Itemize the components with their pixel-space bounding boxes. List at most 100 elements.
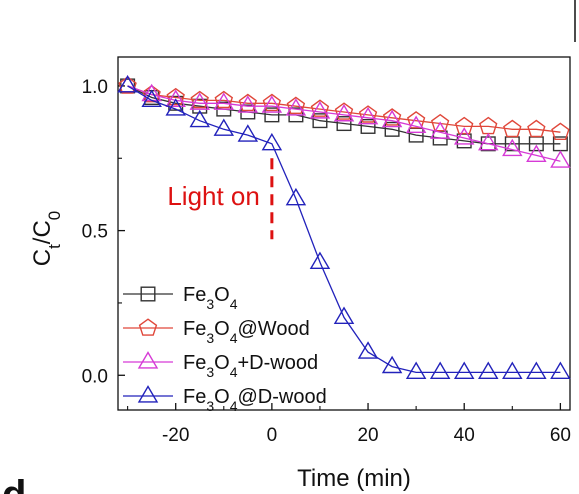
- data-point: [357, 341, 379, 359]
- data-point: [285, 187, 307, 206]
- data-point: [141, 89, 162, 107]
- data-point: [453, 361, 475, 379]
- data-point: [310, 99, 330, 117]
- series-line: [127, 85, 561, 162]
- data-point: [213, 118, 235, 136]
- legend-marker: [137, 351, 159, 369]
- legend-label-part: Fe: [183, 352, 206, 374]
- data-point: [360, 118, 376, 134]
- legend-marker: [138, 318, 158, 336]
- data-point: [142, 84, 161, 103]
- legend-label: Fe3O4+D-wood: [183, 352, 318, 380]
- data-point: [550, 150, 571, 168]
- y-axis-title-sub-t: t: [45, 244, 64, 249]
- y-tick-label: 0.5: [82, 222, 108, 243]
- data-point: [286, 96, 306, 115]
- legend-label-part: 3: [206, 398, 214, 414]
- data-point: [213, 92, 235, 110]
- y-tick-label: 1.0: [82, 77, 108, 98]
- data-point: [381, 355, 403, 374]
- legend-label-part: 4: [230, 398, 238, 414]
- data-point: [309, 101, 331, 119]
- data-point: [165, 89, 186, 107]
- x-tick-label: 20: [357, 425, 378, 446]
- legend-label: Fe3O4@D-wood: [183, 386, 327, 414]
- plot-frame: [117, 56, 571, 411]
- data-point: [264, 107, 280, 123]
- legend-label-part: 4: [230, 364, 238, 380]
- data-point: [429, 361, 451, 379]
- legend-label-part: Fe: [183, 284, 206, 306]
- data-point: [478, 132, 499, 151]
- data-point: [333, 306, 355, 324]
- series-1: [118, 76, 570, 141]
- legend-label-part: 3: [206, 330, 214, 346]
- data-point: [261, 95, 283, 113]
- data-point: [190, 90, 209, 109]
- data-point: [406, 111, 426, 129]
- data-point: [312, 113, 328, 129]
- y-axis-title: Ct/C0: [29, 211, 64, 267]
- data-point: [238, 93, 258, 112]
- legend-marker: [137, 385, 159, 403]
- data-point: [262, 93, 282, 112]
- data-point: [117, 75, 138, 93]
- series-3: [117, 75, 571, 379]
- tick-labels: -20 0 20 40 60 0.0 0.5 1.0: [82, 77, 571, 446]
- data-point: [118, 76, 137, 94]
- legend-label-part: 4: [230, 330, 238, 346]
- data-point: [405, 361, 427, 379]
- series-layer: [117, 75, 571, 379]
- data-point: [261, 132, 283, 151]
- data-point: [502, 361, 523, 379]
- data-point: [526, 144, 547, 162]
- data-point: [478, 361, 499, 379]
- legend-entry: Fe3O4+D-wood: [123, 351, 318, 380]
- legend-label-part: 3: [206, 296, 214, 312]
- data-point: [502, 138, 523, 157]
- series-2: [117, 75, 571, 168]
- legend-label-part: Fe: [183, 386, 206, 408]
- series-line: [127, 85, 561, 374]
- data-point: [166, 87, 185, 106]
- data-point: [165, 98, 186, 116]
- data-point: [479, 116, 498, 135]
- series-line: [127, 85, 561, 133]
- legend-label-part: O: [214, 352, 230, 374]
- y-axis-title-c: C: [29, 249, 56, 266]
- data-point: [237, 124, 259, 142]
- legend-label-part: O: [214, 386, 230, 408]
- legend-label: Fe3O4@Wood: [183, 318, 310, 346]
- data-point: [430, 113, 450, 132]
- legend-label-part: @Wood: [238, 318, 310, 340]
- legend-entry: Fe3O4@Wood: [123, 318, 310, 346]
- data-point: [357, 106, 379, 125]
- data-point: [333, 103, 355, 122]
- y-tick-label: 0.0: [82, 366, 108, 387]
- data-point: [503, 119, 522, 138]
- data-point: [334, 102, 354, 120]
- data-point: [429, 121, 451, 139]
- data-point: [526, 361, 547, 379]
- legend-label-part: +D-wood: [238, 352, 319, 374]
- data-point: [480, 136, 496, 152]
- legend-label-part: O: [214, 318, 230, 340]
- light-on-label: Light on: [167, 181, 260, 211]
- y-axis-title-sub-0: 0: [45, 211, 64, 220]
- legend-marker: [140, 286, 156, 302]
- data-point: [551, 122, 570, 141]
- annotation-layer: Light on: [167, 158, 274, 240]
- data-point: [285, 98, 307, 116]
- legend-label-part: Fe: [183, 318, 206, 340]
- data-point: [384, 121, 400, 137]
- legend-label: Fe3O4: [183, 284, 238, 312]
- legend-entry: Fe3O4@D-wood: [123, 385, 327, 414]
- legend-label-part: O: [214, 284, 230, 306]
- data-point: [405, 115, 427, 134]
- data-point: [453, 127, 475, 145]
- panel-letter: d: [2, 473, 26, 494]
- data-point: [189, 109, 210, 128]
- legend-entry: Fe3O4: [123, 284, 238, 312]
